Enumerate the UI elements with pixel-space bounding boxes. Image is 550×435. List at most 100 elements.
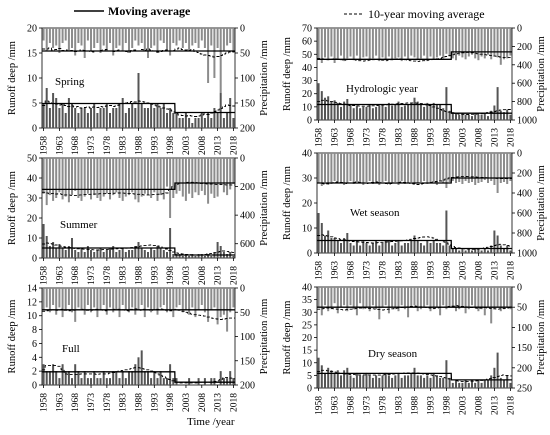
runoff-bar <box>471 250 473 253</box>
x-tick-label: 1998 <box>166 266 176 285</box>
runoff-bar <box>134 364 137 385</box>
precipitation-bar <box>461 287 464 308</box>
runoff-bar <box>467 114 470 120</box>
precipitation-bar <box>102 158 105 197</box>
runoff-bar <box>480 382 483 388</box>
precipitation-bar <box>368 287 371 312</box>
runoff-bar <box>156 103 159 128</box>
precipitation-bar <box>67 288 70 305</box>
x-tick-label: 1968 <box>71 393 81 412</box>
precipitation-bar <box>387 287 390 314</box>
precipitation-bar <box>477 28 480 61</box>
precipitation-bar <box>55 28 58 46</box>
x-tick-label: 1958 <box>315 396 325 415</box>
legend: Moving average 10-year moving average <box>74 4 485 21</box>
precipitation-bar <box>90 28 92 51</box>
runoff-bar <box>197 254 200 258</box>
precipitation-bar <box>368 28 371 61</box>
precipitation-bar <box>403 287 406 310</box>
precipitation-bar <box>387 28 390 57</box>
x-tick-label: 1998 <box>442 261 452 280</box>
x-tick-label: 1973 <box>87 266 97 285</box>
precipitation-bar <box>381 287 384 308</box>
runoff-bar <box>93 252 96 258</box>
precipitation-bar <box>45 158 48 206</box>
right-y-tick-label: 200 <box>517 363 532 374</box>
right-y-tick-label: 250 <box>517 384 532 395</box>
precipitation-bar <box>194 158 197 193</box>
precipitation-bar <box>210 288 213 310</box>
precipitation-bar <box>317 287 320 308</box>
runoff-bar <box>150 103 153 128</box>
precipitation-bar <box>219 28 222 93</box>
left-y-tick-label: 40 <box>302 63 312 74</box>
precipitation-bar <box>45 288 48 308</box>
precipitation-bar <box>188 158 191 194</box>
precipitation-bar <box>439 153 442 181</box>
runoff-bar <box>184 254 187 258</box>
runoff-bar <box>340 375 342 388</box>
runoff-bar <box>442 377 445 388</box>
runoff-bar <box>480 114 483 120</box>
runoff-bar <box>503 248 505 253</box>
runoff-bar <box>439 104 442 120</box>
precipitation-bar <box>432 28 435 60</box>
precipitation-bar <box>419 153 422 182</box>
runoff-bar <box>320 91 323 120</box>
left-y-axis-label: Runoff deep /mm <box>282 166 293 240</box>
precipitation-bar <box>216 288 219 325</box>
precipitation-bar <box>448 287 451 308</box>
precipitation-bar <box>42 28 45 41</box>
precipitation-bar <box>115 158 118 193</box>
precipitation-bar <box>109 288 111 308</box>
left-y-tick-label: 12 <box>27 297 37 308</box>
precipitation-bar <box>458 287 461 310</box>
runoff-bar <box>343 101 346 120</box>
runoff-bar <box>413 97 416 120</box>
runoff-bar <box>140 103 143 128</box>
runoff-bar <box>378 245 381 253</box>
precipitation-bar <box>394 153 397 182</box>
runoff-bar <box>397 240 400 253</box>
right-y-tick-label: 0 <box>517 149 522 160</box>
precipitation-bar <box>93 158 96 196</box>
right-y-tick-label: 400 <box>240 211 255 222</box>
runoff-bar <box>413 367 416 388</box>
runoff-bar <box>118 378 121 385</box>
x-tick-label: 2003 <box>458 261 468 280</box>
runoff-bar <box>156 246 159 258</box>
runoff-bar <box>375 240 378 253</box>
runoff-bar <box>213 108 216 128</box>
runoff-bar <box>493 367 496 388</box>
precipitation-bar <box>58 288 61 308</box>
left-y-tick-label: 0 <box>307 384 312 395</box>
runoff-bar <box>124 378 127 385</box>
precipitation-bar <box>340 287 342 308</box>
precipitation-10yr-average-line <box>42 181 235 196</box>
runoff-bar <box>166 252 168 258</box>
precipitation-bar <box>359 153 362 183</box>
precipitation-bar <box>64 158 67 197</box>
runoff-bar <box>423 377 426 388</box>
precipitation-bar <box>343 287 346 306</box>
runoff-bar <box>232 378 235 385</box>
runoff-bar <box>490 245 493 253</box>
runoff-bar <box>477 248 480 253</box>
chart-panel-3: 0 2 4 6 8 10 12 14 0 50 100 150 200 1958 1963 1968 1973 1… <box>7 284 270 413</box>
precipitation-bar <box>317 28 320 59</box>
precipitation-bar <box>143 288 146 318</box>
precipitation-bar <box>58 28 61 53</box>
runoff-bar <box>42 364 45 385</box>
precipitation-bar <box>229 28 232 43</box>
precipitation-10yr-average-line <box>317 176 512 185</box>
precipitation-bar <box>147 28 149 58</box>
chart-panel-2: 0 10 20 30 40 50 0 200 400 600 1958 1963 1968 1973 197… <box>7 154 270 286</box>
right-y-axis-label: Precipitation /mm <box>536 165 547 241</box>
runoff-bar <box>90 250 92 258</box>
runoff-bar <box>324 97 326 120</box>
precipitation-bar <box>172 288 175 318</box>
runoff-bar <box>439 243 442 253</box>
precipitation-bar <box>375 153 378 183</box>
precipitation-bar <box>166 288 168 313</box>
